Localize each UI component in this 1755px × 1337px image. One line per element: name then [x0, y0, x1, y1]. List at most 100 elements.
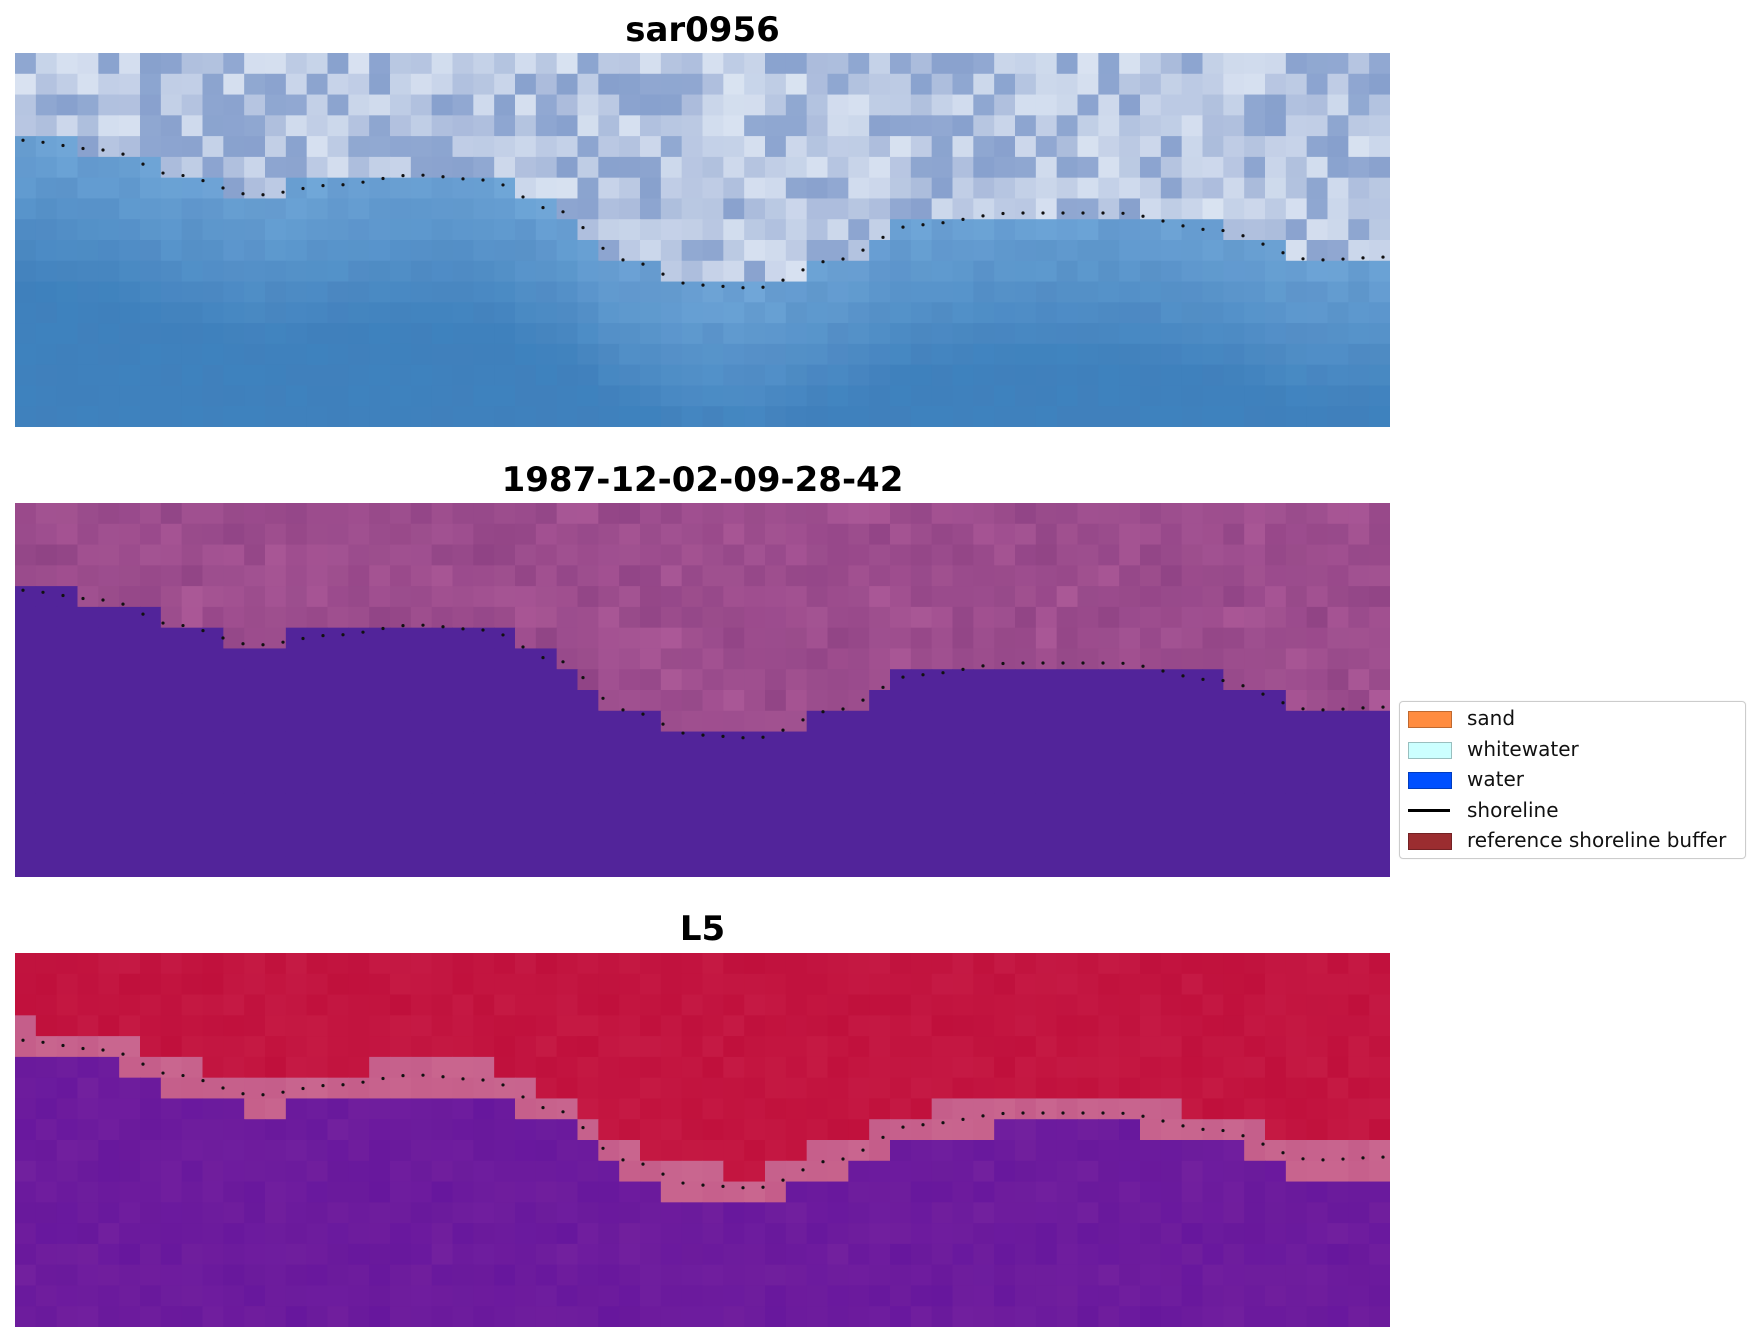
index-pixel [598, 1306, 620, 1327]
image-pixel [327, 323, 349, 345]
image-pixel [1035, 198, 1058, 220]
image-pixel [681, 73, 704, 96]
class-pixel [827, 565, 849, 587]
image-pixel [931, 136, 954, 158]
index-pixel [285, 1160, 308, 1183]
index-pixel [931, 1181, 954, 1203]
class-pixel [390, 606, 412, 629]
index-pixel [890, 1160, 912, 1183]
image-pixel [452, 156, 474, 179]
class-pixel [327, 856, 349, 877]
index-pixel [452, 1077, 474, 1100]
shoreline-point [941, 221, 945, 225]
image-pixel [535, 198, 558, 220]
image-pixel [619, 302, 641, 324]
index-pixel [890, 1036, 912, 1058]
index-pixel [1181, 1015, 1204, 1037]
image-pixel [910, 177, 933, 200]
class-pixel [56, 627, 79, 650]
index-pixel [202, 1036, 224, 1058]
index-pixel [202, 1223, 224, 1245]
class-pixel [223, 856, 245, 877]
image-pixel [702, 73, 724, 96]
index-pixel [244, 1077, 266, 1100]
class-pixel [1077, 565, 1099, 587]
index-pixel [535, 1140, 558, 1162]
class-pixel [765, 648, 787, 670]
class-pixel [77, 586, 99, 608]
index-pixel [369, 973, 391, 996]
class-pixel [348, 690, 370, 712]
class-pixel [56, 710, 79, 733]
image-pixel [785, 94, 808, 116]
index-pixel [1348, 1223, 1370, 1245]
class-pixel [931, 627, 954, 650]
index-pixel [1015, 973, 1037, 996]
image-pixel [515, 302, 537, 324]
class-pixel [77, 752, 99, 774]
shoreline-point [601, 696, 605, 700]
index-pixel [390, 1202, 412, 1224]
index-pixel [1265, 994, 1287, 1016]
index-pixel [1140, 1202, 1162, 1224]
image-pixel [1015, 281, 1037, 303]
shoreline-point [441, 1075, 445, 1079]
image-pixel [827, 177, 849, 200]
image-pixel [473, 240, 495, 262]
class-pixel [1369, 690, 1390, 712]
class-pixel [848, 793, 870, 816]
image-pixel [702, 156, 724, 179]
index-pixel [202, 1056, 224, 1079]
image-pixel [1348, 406, 1370, 427]
image-pixel [1098, 115, 1120, 137]
index-pixel [160, 1202, 183, 1224]
class-pixel [1056, 648, 1079, 670]
class-pixel [723, 627, 745, 650]
class-pixel [1077, 773, 1099, 795]
index-pixel [327, 1036, 349, 1058]
index-pixel [15, 1306, 37, 1327]
class-pixel [577, 731, 599, 753]
index-pixel [1327, 1306, 1349, 1327]
class-pixel [181, 565, 204, 587]
class-pixel [1244, 793, 1266, 816]
class-pixel [1348, 544, 1370, 566]
image-pixel [77, 94, 99, 116]
image-pixel [327, 302, 349, 324]
class-pixel [515, 835, 537, 857]
image-pixel [35, 302, 58, 324]
index-pixel [1369, 994, 1390, 1016]
class-pixel [640, 793, 662, 816]
index-pixel [848, 1098, 870, 1120]
class-pixel [598, 814, 620, 837]
index-pixel [827, 1160, 849, 1183]
image-pixel [390, 219, 412, 241]
class-pixel [1077, 710, 1099, 733]
class-pixel [1140, 752, 1162, 774]
index-pixel [140, 1202, 162, 1224]
index-pixel [577, 1160, 599, 1183]
class-pixel [994, 731, 1016, 753]
image-pixel [285, 219, 308, 241]
index-pixel [452, 1243, 474, 1266]
image-pixel [223, 406, 245, 427]
image-pixel [640, 219, 662, 241]
image-pixel [160, 94, 183, 116]
class-pixel [848, 565, 870, 587]
image-pixel [890, 198, 912, 220]
image-pixel [848, 156, 870, 179]
class-pixel [1327, 606, 1349, 629]
index-pixel [785, 1015, 808, 1037]
image-pixel [702, 323, 724, 345]
index-pixel [160, 1243, 183, 1266]
class-pixel [1119, 814, 1141, 837]
class-pixel [827, 856, 849, 877]
image-pixel [1348, 240, 1370, 262]
image-pixel [1327, 198, 1349, 220]
index-pixel [681, 953, 704, 975]
image-pixel [973, 177, 995, 200]
class-pixel [1327, 503, 1349, 525]
image-pixel [1285, 198, 1308, 220]
image-pixel [15, 53, 37, 75]
image-pixel [473, 198, 495, 220]
